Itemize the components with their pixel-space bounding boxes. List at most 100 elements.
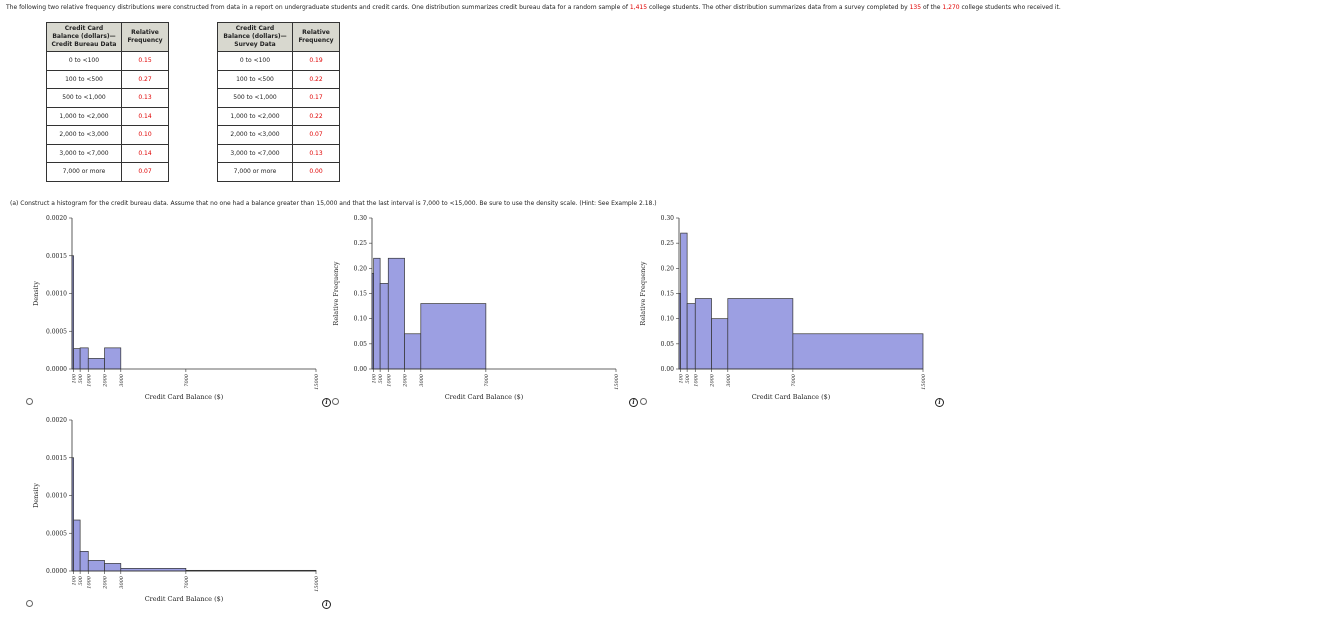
balance-interval: 500 to <1,000 — [217, 88, 293, 108]
relative-frequency-value: 0.27 — [121, 69, 169, 89]
histogram-bar — [387, 257, 405, 370]
histogram-bar — [104, 347, 122, 370]
x-tick-label: 1000 — [86, 373, 92, 387]
y-tick-label: 0.15 — [354, 291, 368, 298]
info-icon[interactable]: i — [322, 600, 331, 609]
x-tick-label: 15000 — [314, 373, 320, 390]
y-tick-label: 0.05 — [354, 341, 368, 348]
table-row: 500 to <1,000 0.17 — [217, 88, 340, 108]
histogram-bar — [373, 257, 381, 370]
relative-frequency-value: 0.10 — [121, 125, 169, 145]
info-icon[interactable]: i — [935, 398, 944, 407]
x-tick-label: 2000 — [710, 373, 716, 388]
x-tick-label: 15000 — [921, 373, 927, 390]
x-tick-label: 500 — [685, 373, 691, 383]
table-row: 100 to <500 0.27 — [46, 69, 169, 89]
relative-frequency-value: 0.00 — [292, 162, 340, 182]
y-tick-label: 0.0020 — [46, 417, 67, 424]
table-row: 2,000 to <3,000 0.07 — [217, 125, 340, 145]
histogram-bar — [404, 333, 422, 370]
x-axis-label: Credit Card Balance ($) — [145, 393, 224, 401]
problem-intro: The following two relative frequency dis… — [6, 4, 1061, 11]
answer-radio-2[interactable] — [332, 398, 339, 405]
y-tick-label: 0.0015 — [46, 253, 67, 260]
credit-bureau-table: Credit Card Balance (dollars)— Credit Bu… — [46, 22, 169, 182]
histogram-bar — [420, 303, 487, 370]
x-tick-label: 3000 — [119, 575, 125, 589]
histogram-bar — [680, 232, 688, 370]
x-axis-label: Credit Card Balance ($) — [145, 595, 224, 603]
x-tick-label: 7000 — [791, 373, 797, 387]
x-tick-label: 7000 — [184, 373, 190, 387]
y-axis-label: Relative Frequency — [639, 261, 647, 325]
y-tick-label: 0.30 — [354, 215, 368, 222]
balance-interval: 2,000 to <3,000 — [46, 125, 122, 145]
x-tick-label: 500 — [78, 373, 84, 383]
relative-frequency-value: 0.22 — [292, 106, 340, 126]
relative-frequency-value: 0.07 — [121, 162, 169, 182]
balance-interval: 3,000 to <7,000 — [46, 143, 122, 163]
x-tick-label: 100 — [679, 373, 685, 383]
histogram-option-4: 0.0000 0.0005 0.0010 0.0015 0.0020 100 500 1000… — [32, 417, 320, 603]
y-tick-label: 0.00 — [661, 366, 675, 373]
y-axis-label: Density — [32, 281, 40, 306]
table-row: 3,000 to <7,000 0.14 — [46, 143, 169, 163]
answer-radio-3[interactable] — [640, 398, 647, 405]
y-tick-label: 0.05 — [661, 341, 675, 348]
balance-interval: 100 to <500 — [46, 69, 122, 89]
relative-frequency-value: 0.07 — [292, 125, 340, 145]
answer-radio-1[interactable] — [26, 398, 33, 405]
y-tick-label: 0.15 — [661, 291, 675, 298]
histogram-option-3: 0.00 0.05 0.10 0.15 0.20 0.25 0.30 100 500 1000 20… — [639, 215, 927, 401]
y-tick-label: 0.0000 — [46, 568, 67, 575]
info-icon[interactable]: i — [322, 398, 331, 407]
relative-frequency-header: Relative Frequency — [292, 22, 340, 52]
intro-text: The following two relative frequency dis… — [6, 4, 630, 11]
x-tick-label: 15000 — [614, 373, 620, 390]
answer-radio-4[interactable] — [26, 600, 33, 607]
histogram-option-1: 0.0000 0.0005 0.0010 0.0015 0.0020 100 500 1000… — [32, 215, 320, 401]
table-row: 3,000 to <7,000 0.13 — [217, 143, 340, 163]
histogram-bar — [73, 348, 81, 370]
histogram-bar — [694, 298, 712, 370]
relative-frequency-header: Relative Frequency — [121, 22, 169, 52]
x-axis-label: Credit Card Balance ($) — [752, 393, 831, 401]
intro-text: college students who received it. — [959, 4, 1061, 11]
x-tick-label: 100 — [372, 373, 378, 383]
histogram-bar — [73, 519, 81, 572]
relative-frequency-value: 0.15 — [121, 51, 169, 71]
balance-interval: 0 to <100 — [46, 51, 122, 71]
y-tick-label: 0.25 — [354, 240, 368, 247]
y-tick-label: 0.0020 — [46, 215, 67, 222]
table-row: 1,000 to <2,000 0.22 — [217, 106, 340, 126]
x-tick-label: 2000 — [403, 373, 409, 388]
balance-interval: 2,000 to <3,000 — [217, 125, 293, 145]
balance-interval: 7,000 or more — [217, 162, 293, 182]
table-row: 100 to <500 0.22 — [217, 69, 340, 89]
x-tick-label: 2000 — [103, 373, 109, 388]
sample-size-bureau: 1,415 — [629, 4, 648, 11]
table-row: 0 to <100 0.15 — [46, 51, 169, 71]
table-row: 1,000 to <2,000 0.14 — [46, 106, 169, 126]
x-tick-label: 7000 — [484, 373, 490, 387]
x-tick-label: 1000 — [86, 575, 92, 589]
y-tick-label: 0.20 — [661, 265, 675, 272]
histogram-option-2: 0.00 0.05 0.10 0.15 0.20 0.25 0.30 100 500 1000 20… — [332, 215, 620, 401]
x-axis-label: Credit Card Balance ($) — [445, 393, 524, 401]
survey-recipients: 1,270 — [942, 4, 960, 11]
balance-interval: 3,000 to <7,000 — [217, 143, 293, 163]
survey-respondents: 135 — [909, 4, 922, 11]
info-icon[interactable]: i — [629, 398, 638, 407]
survey-table: Credit Card Balance (dollars)— Survey Da… — [217, 22, 340, 182]
relative-frequency-value: 0.14 — [121, 106, 169, 126]
x-tick-label: 500 — [378, 373, 384, 383]
balance-interval: 1,000 to <2,000 — [217, 106, 293, 126]
y-tick-label: 0.0015 — [46, 455, 67, 462]
x-tick-label: 1000 — [693, 373, 699, 387]
y-tick-label: 0.0010 — [46, 291, 67, 298]
y-tick-label: 0.25 — [661, 240, 675, 247]
table-row: 2,000 to <3,000 0.10 — [46, 125, 169, 145]
intro-text: college students. The other distribution… — [647, 4, 910, 11]
y-tick-label: 0.0010 — [46, 493, 67, 500]
x-tick-label: 3000 — [419, 373, 425, 387]
